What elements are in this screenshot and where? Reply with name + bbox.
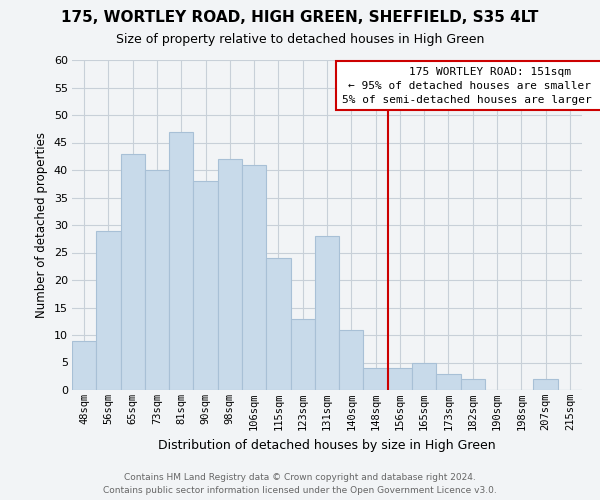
Bar	[290, 318, 315, 390]
Bar	[339, 330, 364, 390]
Text: 175, WORTLEY ROAD, HIGH GREEN, SHEFFIELD, S35 4LT: 175, WORTLEY ROAD, HIGH GREEN, SHEFFIELD…	[61, 10, 539, 25]
Bar	[145, 170, 169, 390]
Bar	[72, 340, 96, 390]
Bar	[533, 379, 558, 390]
Bar	[388, 368, 412, 390]
Text: Size of property relative to detached houses in High Green: Size of property relative to detached ho…	[116, 32, 484, 46]
Bar	[96, 230, 121, 390]
Bar	[242, 164, 266, 390]
Bar	[121, 154, 145, 390]
Text: Contains HM Land Registry data © Crown copyright and database right 2024.
Contai: Contains HM Land Registry data © Crown c…	[103, 473, 497, 495]
Bar	[266, 258, 290, 390]
Bar	[193, 181, 218, 390]
Bar	[315, 236, 339, 390]
Bar	[412, 362, 436, 390]
Bar	[169, 132, 193, 390]
X-axis label: Distribution of detached houses by size in High Green: Distribution of detached houses by size …	[158, 438, 496, 452]
Bar	[364, 368, 388, 390]
Y-axis label: Number of detached properties: Number of detached properties	[35, 132, 48, 318]
Bar	[218, 159, 242, 390]
Bar	[461, 379, 485, 390]
Bar	[436, 374, 461, 390]
Text: 175 WORTLEY ROAD: 151sqm
← 95% of detached houses are smaller (366)
5% of semi-d: 175 WORTLEY ROAD: 151sqm ← 95% of detach…	[342, 66, 600, 104]
